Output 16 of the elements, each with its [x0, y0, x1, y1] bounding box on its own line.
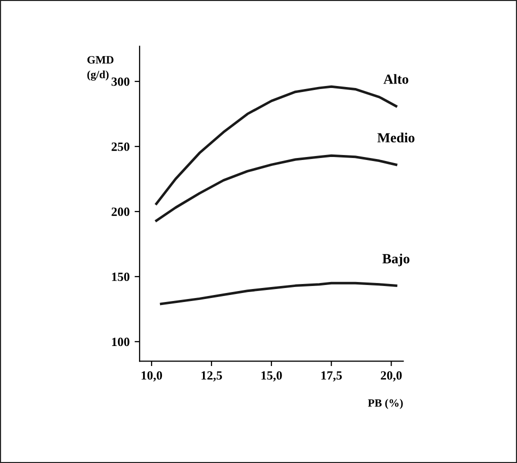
x-tick-label: 20,0	[380, 371, 402, 382]
y-tick-label: 150	[112, 272, 130, 282]
y-tick-label: 100	[112, 338, 130, 346]
x-tick-label: 10,0	[142, 371, 162, 382]
x-axis-title: PB (%)	[368, 398, 403, 409]
x-tick-label: 12,5	[202, 371, 222, 382]
series-label: Bajo	[382, 254, 410, 266]
y-tick-label: 200	[112, 208, 130, 216]
y-tick-label: 250	[112, 142, 130, 151]
line-series	[160, 282, 398, 306]
x-tick-label: 15,0	[261, 371, 282, 382]
series-label: Alto	[383, 74, 408, 84]
x-tick-label: 17,5	[321, 371, 342, 382]
series-label: Medio	[377, 132, 414, 142]
line-series	[155, 154, 398, 222]
y-tick-label: 300	[112, 77, 130, 86]
